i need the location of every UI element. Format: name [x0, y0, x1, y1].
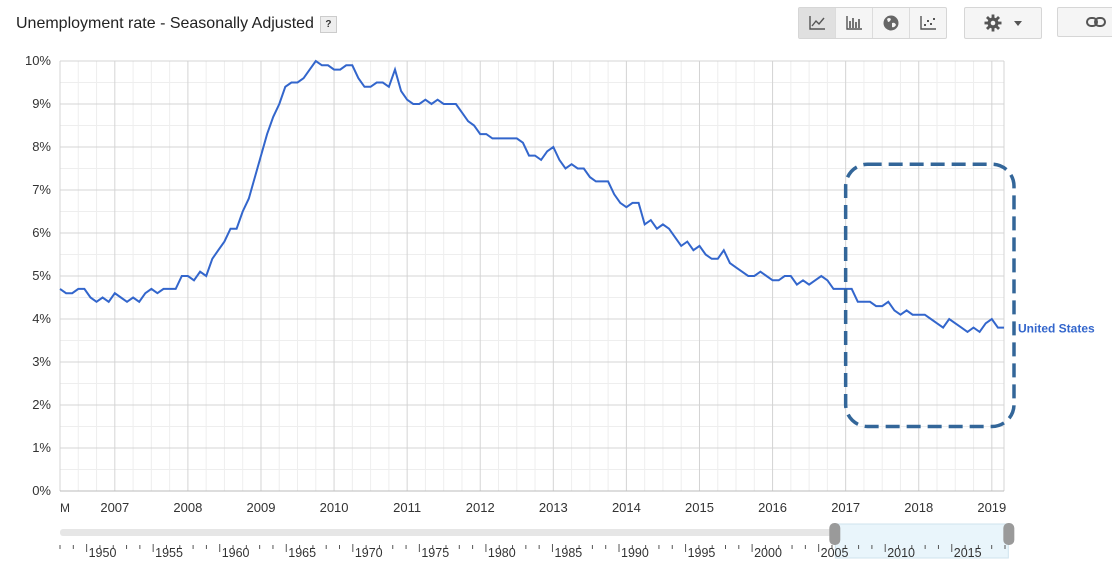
- slider-year-label: 1975: [421, 546, 449, 560]
- slider-handle-right: [1003, 523, 1015, 545]
- x-tick-label: 2007: [100, 500, 129, 515]
- x-tick-label: 2011: [393, 500, 421, 515]
- slider-year-label: 1950: [89, 546, 117, 560]
- series-label-united-states: United States: [1018, 322, 1095, 336]
- x-tick-label: 2009: [247, 500, 276, 515]
- slider-year-label: 2015: [954, 546, 982, 560]
- bar-chart-icon: [846, 16, 862, 30]
- scatter-icon: [920, 16, 936, 30]
- slider-track: [60, 529, 1005, 536]
- x-tick-label: 2015: [685, 500, 714, 515]
- slider-year-label: 1980: [488, 546, 516, 560]
- x-axis-start-label: M: [60, 501, 70, 515]
- slider-year-label: 2010: [887, 546, 915, 560]
- slider-year-label: 2005: [821, 546, 849, 560]
- share-link-button[interactable]: [1057, 7, 1112, 37]
- x-tick-label: 2014: [612, 500, 641, 515]
- slider-selection: [834, 523, 1009, 559]
- x-tick-label: 2017: [831, 500, 860, 515]
- y-tick-label: 3%: [32, 354, 51, 369]
- range-slider[interactable]: 1950 1955 1960 1965 1970 1975 1980 1985 1990 1995…: [59, 523, 1015, 560]
- map-button[interactable]: [873, 8, 910, 38]
- chart-type-toolbar: [798, 7, 947, 39]
- slider-year-label: 1965: [288, 546, 316, 560]
- highlight-box: [843, 162, 1016, 429]
- y-tick-label: 6%: [32, 225, 51, 240]
- series-line-united-states: [59, 59, 1004, 334]
- slider-year-label: 1960: [222, 546, 250, 560]
- y-tick-label: 2%: [32, 397, 51, 412]
- slider-year-label: 1985: [554, 546, 582, 560]
- globe-icon: [883, 15, 899, 31]
- x-tick-label: 2016: [758, 500, 787, 515]
- y-tick-label: 1%: [32, 440, 51, 455]
- y-axis-ticks: 0% 1% 2% 3% 4% 5% 6% 7% 8% 9% 10%: [25, 53, 51, 498]
- x-axis-ticks: 2007 2008 2009 2010 2011 2012 2013 2014 2015 2016…: [100, 500, 1006, 515]
- slider-year-label: 1995: [688, 546, 716, 560]
- y-tick-label: 7%: [32, 182, 51, 197]
- bar-chart-button[interactable]: [836, 8, 873, 38]
- gear-icon: [984, 14, 1002, 32]
- slider-year-label: 1955: [155, 546, 183, 560]
- help-button[interactable]: ?: [319, 16, 337, 33]
- chart-title: Unemployment rate - Seasonally Adjusted?: [16, 15, 337, 33]
- line-chart-icon: [809, 16, 825, 30]
- x-tick-label: 2018: [904, 500, 933, 515]
- y-tick-label: 10%: [25, 53, 51, 68]
- x-tick-label: 2013: [539, 500, 568, 515]
- link-icon: [1086, 17, 1106, 27]
- slider-year-label: 1970: [355, 546, 383, 560]
- line-chart-button[interactable]: [799, 8, 836, 38]
- chevron-down-icon: [1014, 20, 1022, 26]
- x-tick-label: 2008: [173, 500, 202, 515]
- chart-title-text: Unemployment rate - Seasonally Adjusted: [16, 15, 314, 32]
- y-tick-label: 0%: [32, 483, 51, 498]
- y-tick-label: 5%: [32, 268, 51, 283]
- slider-year-label: 1990: [621, 546, 649, 560]
- x-tick-label: 2012: [466, 500, 495, 515]
- slider-year-label: 2000: [754, 546, 782, 560]
- y-tick-label: 4%: [32, 311, 51, 326]
- x-tick-label: 2010: [320, 500, 349, 515]
- settings-dropdown[interactable]: [964, 7, 1042, 39]
- slider-handle-left: [829, 523, 841, 545]
- y-tick-label: 9%: [32, 96, 51, 111]
- grid-minor: [59, 61, 1004, 491]
- x-tick-label: 2019: [977, 500, 1006, 515]
- y-tick-label: 8%: [32, 139, 51, 154]
- grid-major: [59, 60, 1005, 492]
- scatter-button[interactable]: [910, 8, 946, 38]
